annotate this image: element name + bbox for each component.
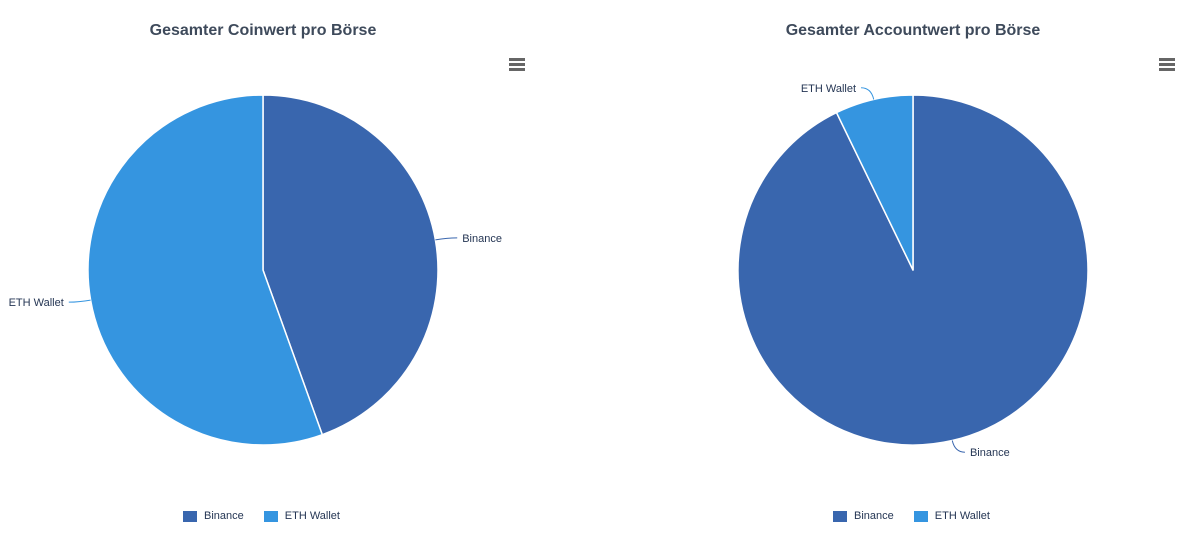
label-connector bbox=[861, 87, 875, 100]
label-connector bbox=[435, 237, 458, 241]
label-connector bbox=[68, 299, 91, 303]
chart-title: Gesamter Coinwert pro Börse bbox=[149, 22, 377, 39]
coinwert-chart: Gesamter Coinwert pro Börse Binance ETH W… bbox=[9, 22, 527, 522]
legend: Binance ETH Wallet bbox=[183, 510, 340, 522]
legend-swatch bbox=[833, 510, 847, 522]
legend-swatch bbox=[183, 510, 197, 522]
legend-item-eth-wallet[interactable]: ETH Wallet bbox=[913, 510, 990, 522]
legend-label: Binance bbox=[854, 510, 894, 522]
legend-label: ETH Wallet bbox=[284, 510, 340, 522]
legend-label: ETH Wallet bbox=[934, 510, 990, 522]
data-label: ETH Wallet bbox=[9, 297, 64, 309]
legend-swatch bbox=[913, 510, 928, 522]
label-connector bbox=[951, 440, 965, 453]
legend-item-binance[interactable]: Binance bbox=[833, 510, 894, 522]
legend-label: Binance bbox=[204, 510, 244, 522]
data-label: Binance bbox=[970, 447, 1010, 459]
hamburger-menu-icon[interactable] bbox=[507, 56, 527, 74]
pie-slice-eth-wallet[interactable] bbox=[835, 94, 914, 271]
legend-swatch bbox=[263, 510, 278, 522]
hamburger-menu-icon[interactable] bbox=[1157, 56, 1177, 74]
pie-chart: Binance ETH Wallet bbox=[737, 83, 1089, 459]
pie-slice-binance[interactable] bbox=[262, 94, 439, 436]
legend-item-eth-wallet[interactable]: ETH Wallet bbox=[263, 510, 340, 522]
legend: Binance ETH Wallet bbox=[833, 510, 990, 522]
chart-title: Gesamter Accountwert pro Börse bbox=[785, 22, 1041, 39]
legend-item-binance[interactable]: Binance bbox=[183, 510, 244, 522]
data-label: ETH Wallet bbox=[801, 83, 856, 95]
accountwert-chart: Gesamter Accountwert pro Börse Binance ET… bbox=[596, 0, 1192, 540]
pie-chart: Binance ETH Wallet bbox=[9, 94, 502, 446]
data-label: Binance bbox=[462, 233, 502, 245]
